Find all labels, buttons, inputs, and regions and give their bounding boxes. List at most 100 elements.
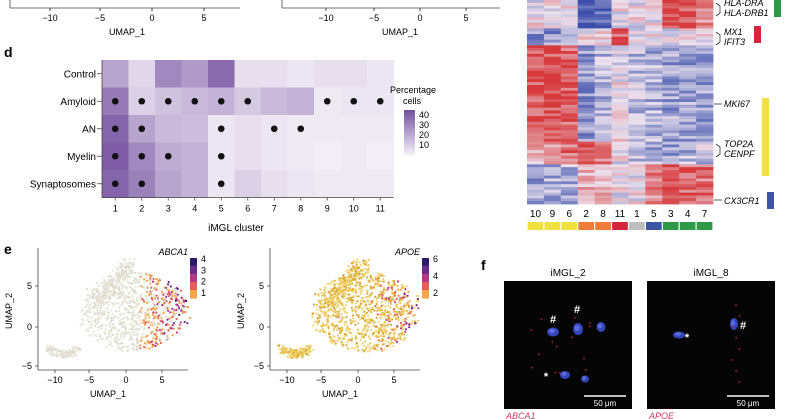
umap-point: [332, 287, 335, 290]
umap-point: [401, 283, 404, 286]
umap-point: [380, 280, 383, 283]
umap-point: [396, 340, 399, 344]
umap-point: [149, 341, 152, 344]
heat-cell: [696, 119, 714, 123]
colorbar-swatch: [422, 264, 429, 267]
umap-point: [374, 278, 378, 281]
heat-cell: [527, 175, 545, 179]
heat-cell: [662, 65, 680, 69]
umap-point: [86, 298, 89, 301]
heat-cell: [577, 175, 596, 179]
heat-cell: [611, 170, 629, 174]
umap-point: [156, 302, 159, 306]
umap-point: [144, 321, 147, 324]
umap-point: [362, 344, 365, 347]
umap-point: [130, 331, 133, 334]
umap-point: [278, 348, 281, 351]
umap-point: [327, 333, 331, 336]
heat-cell: [594, 158, 612, 162]
heat-cell: [594, 99, 612, 103]
umap-point: [110, 275, 113, 278]
umap-point: [166, 336, 169, 340]
umap-point: [147, 320, 150, 323]
umap-point: [301, 347, 304, 350]
umap-point: [341, 308, 344, 311]
umap-point: [374, 347, 377, 350]
heat-cell: [594, 79, 612, 83]
heat-cell: [696, 161, 714, 165]
umap-point: [329, 282, 332, 286]
gene-group-marker: [767, 192, 774, 209]
colorbar-swatch: [422, 292, 429, 295]
umap-point: [327, 282, 330, 285]
umap-point: [373, 286, 376, 289]
heat-cell: [577, 5, 596, 9]
umap-point: [349, 322, 353, 325]
legend-swatch: [404, 147, 415, 150]
stain-speck: [571, 336, 573, 339]
umap-point: [123, 261, 127, 264]
umap-point: [338, 282, 341, 285]
umap-point: [130, 338, 133, 341]
heat-cell: [611, 68, 629, 72]
heat-cell: [679, 0, 697, 4]
heat-cell: [662, 161, 680, 165]
umap-point: [309, 344, 312, 347]
umap-point: [129, 286, 132, 289]
heat-cell: [527, 82, 545, 86]
umap-point: [382, 304, 385, 307]
heat-cell: [645, 124, 663, 128]
umap-point: [136, 317, 140, 320]
heat-cell: [645, 5, 663, 9]
umap-point: [155, 298, 158, 301]
heat-cell: [594, 116, 612, 120]
col-label: 8: [298, 204, 303, 214]
colorbar-swatch: [422, 274, 429, 277]
heat-cell: [679, 82, 697, 86]
heat-cell: [662, 14, 680, 18]
heat-cell: [543, 161, 562, 165]
heat-cell: [560, 153, 579, 157]
umap-point: [109, 335, 112, 338]
umap-point: [347, 338, 350, 341]
colorbar-swatch: [422, 260, 429, 263]
umap-point: [134, 285, 137, 288]
umap-point: [131, 307, 134, 310]
umap-point: [346, 341, 349, 344]
heat-cell: [543, 119, 562, 123]
heat-cell: [594, 36, 612, 41]
heat-cell: [696, 178, 714, 182]
umap-point: [85, 328, 88, 331]
heat-cell: [527, 62, 545, 66]
heat-cell: [662, 19, 680, 24]
heat-cell: [679, 79, 697, 83]
umap-point: [397, 301, 401, 304]
umap-point: [405, 285, 408, 288]
heat-cell: [560, 65, 579, 69]
heat-cell: [611, 36, 629, 41]
heat-cell: [594, 73, 612, 77]
heat-cell: [696, 141, 714, 145]
heat-cell: [543, 2, 562, 7]
colorbar-swatch: [190, 276, 197, 279]
legend-swatch: [404, 135, 415, 138]
umap-point: [68, 347, 71, 351]
heat-cell: [560, 181, 579, 185]
legend-swatch: [404, 143, 415, 146]
heat-cell: [679, 116, 697, 120]
colorbar-swatch: [190, 268, 197, 271]
umap-point: [350, 268, 353, 271]
umap-point: [403, 319, 406, 322]
umap-point: [108, 298, 111, 301]
umap-point: [337, 300, 340, 303]
umap-point: [374, 295, 377, 298]
umap-point: [354, 306, 357, 309]
umap-point: [383, 312, 386, 315]
umap-point: [94, 324, 97, 328]
panel-letter-f: f: [481, 257, 486, 273]
umap-point: [142, 319, 145, 322]
heat-cell: [577, 8, 596, 12]
heat-cell: [594, 170, 612, 174]
heat-cell: [577, 59, 596, 63]
heat-cell: [594, 150, 612, 154]
